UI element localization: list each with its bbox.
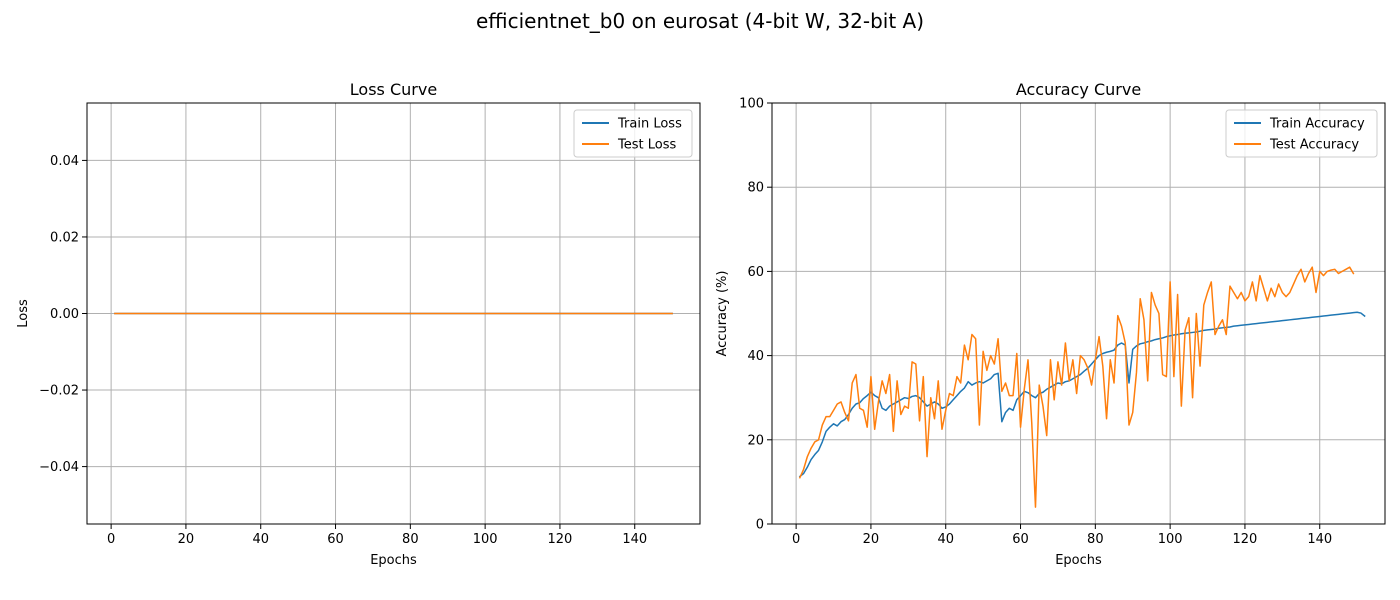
y-axis-label: Loss xyxy=(16,299,31,328)
legend-box xyxy=(1225,109,1378,158)
x-axis-label: Epochs xyxy=(370,553,417,568)
x-tick-label: 140 xyxy=(622,532,647,547)
figure-title: efficientnet_b0 on eurosat (4-bit W, 32-… xyxy=(476,9,924,33)
legend: Train Loss Test Loss xyxy=(573,109,693,158)
y-tick-label: −0.02 xyxy=(39,384,79,399)
loss-chart: 0 20 40 60 80 100 120 140 −0.04 −0.02 0.00 0.02 0.04… xyxy=(16,80,701,568)
y-tick-label: 60 xyxy=(747,265,764,280)
x-tick-label: 40 xyxy=(252,532,269,547)
series-line-test-accuracy xyxy=(798,266,1355,508)
legend-label: Train Accuracy xyxy=(1269,117,1365,132)
legend: Train Accuracy Test Accuracy xyxy=(1225,109,1378,158)
x-tick-label: 140 xyxy=(1307,532,1332,547)
x-tick-label: 100 xyxy=(1158,532,1183,547)
x-tick-label: 60 xyxy=(327,532,344,547)
x-tick-label: 120 xyxy=(1233,532,1258,547)
series-line-train-accuracy xyxy=(798,311,1366,478)
y-tick-label: 40 xyxy=(747,349,764,364)
x-tick-label: 0 xyxy=(792,532,800,547)
y-tick-label: 0 xyxy=(756,518,764,533)
x-tick-label: 20 xyxy=(863,532,880,547)
x-tick-label: 20 xyxy=(178,532,195,547)
x-tick-label: 100 xyxy=(473,532,498,547)
x-tick-label: 0 xyxy=(107,532,115,547)
chart-title: Loss Curve xyxy=(350,80,437,99)
legend-label: Test Accuracy xyxy=(1269,138,1359,153)
x-tick-label: 40 xyxy=(937,532,954,547)
y-tick-label: 100 xyxy=(739,97,764,112)
x-tick-label: 80 xyxy=(1087,532,1104,547)
y-tick-label: 0.04 xyxy=(50,154,79,169)
x-tick-label: 60 xyxy=(1012,532,1029,547)
accuracy-chart: 0 20 40 60 80 100 120 140 0 20 40 60 80 100 Accuracy C… xyxy=(715,80,1386,568)
x-tick-label: 120 xyxy=(548,532,573,547)
legend-label: Test Loss xyxy=(617,138,676,153)
y-tick-label: 0.00 xyxy=(50,307,79,322)
y-tick-label: −0.04 xyxy=(39,460,79,475)
y-tick-label: 20 xyxy=(747,433,764,448)
legend-label: Train Loss xyxy=(617,117,682,132)
y-axis-label: Accuracy (%) xyxy=(715,271,730,357)
legend-box xyxy=(573,109,693,158)
chart-title: Accuracy Curve xyxy=(1016,80,1141,99)
y-tick-label: 0.02 xyxy=(50,230,79,245)
plot-frame xyxy=(771,102,1386,525)
x-tick-label: 80 xyxy=(402,532,419,547)
x-axis-label: Epochs xyxy=(1055,553,1102,568)
y-tick-label: 80 xyxy=(747,181,764,196)
